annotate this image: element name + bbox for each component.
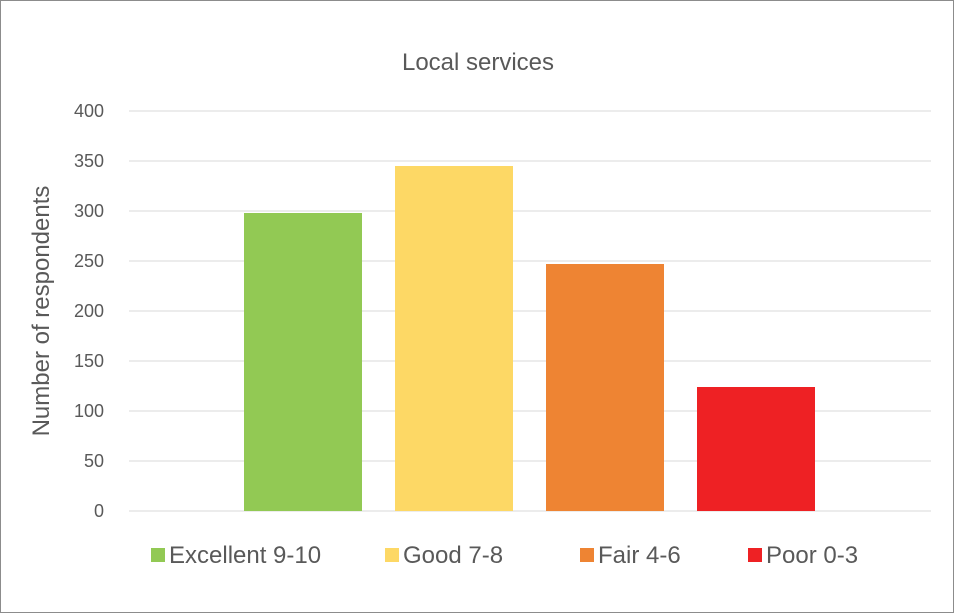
y-tick-label: 400 — [74, 101, 104, 121]
y-tick-label: 50 — [84, 451, 104, 471]
bars — [244, 166, 815, 511]
legend-swatch-good-7-8 — [385, 548, 399, 562]
y-tick-label: 250 — [74, 251, 104, 271]
y-axis-title: Number of respondents — [28, 186, 55, 437]
legend-label-good-7-8: Good 7-8 — [403, 542, 503, 569]
y-tick-label: 200 — [74, 301, 104, 321]
legend-swatch-excellent-9-10 — [151, 548, 165, 562]
chart-title: Local services — [402, 49, 554, 76]
legend-label-excellent-9-10: Excellent 9-10 — [169, 542, 321, 569]
y-tick-label: 0 — [94, 501, 104, 521]
legend-label-poor-0-3: Poor 0-3 — [766, 542, 858, 569]
legend-swatch-poor-0-3 — [748, 548, 762, 562]
bar-excellent-9-10 — [244, 213, 362, 511]
y-tick-label: 100 — [74, 401, 104, 421]
legend-swatch-fair-4-6 — [580, 548, 594, 562]
bar-good-7-8 — [395, 166, 513, 511]
y-tick-label: 300 — [74, 201, 104, 221]
legend-label-fair-4-6: Fair 4-6 — [598, 542, 681, 569]
bar-poor-0-3 — [697, 387, 815, 511]
y-tick-label: 350 — [74, 151, 104, 171]
y-axis-ticks: 0 50 100 150 200 250 300 350 400 — [74, 101, 104, 521]
y-tick-label: 150 — [74, 351, 104, 371]
legend: Excellent 9-10 Good 7-8 Fair 4-6 Poor 0-3 — [151, 542, 858, 569]
bar-fair-4-6 — [546, 264, 664, 511]
